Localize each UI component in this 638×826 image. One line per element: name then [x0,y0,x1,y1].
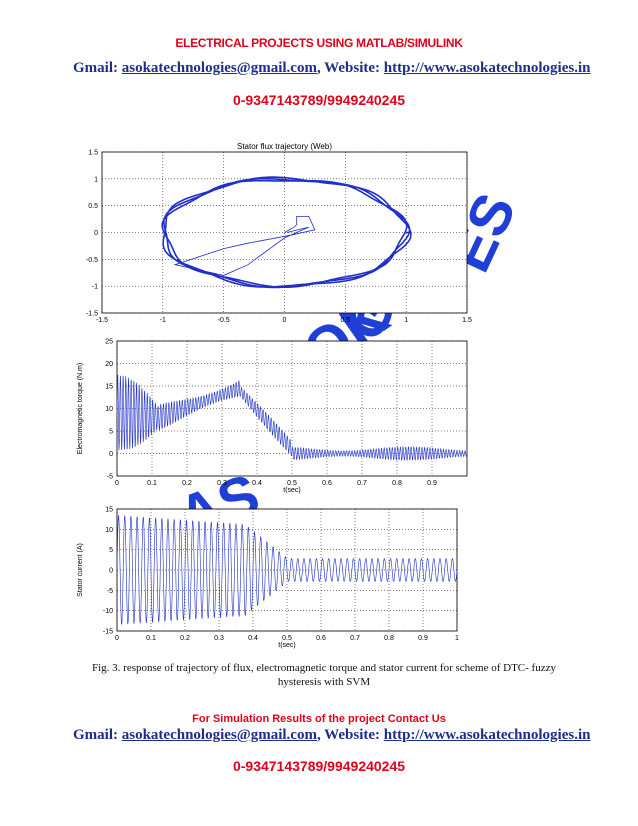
flux-trajectory-chart: -1.5 -1 -0.5 0 0.5 1 1.5 1.5 1 0.5 0 -0.5 -1 -1.5 Stat… [72,138,472,324]
x-tick-label: 0.2 [180,635,190,642]
x-tick-label: 0 [115,480,119,487]
x-tick-label: 0.5 [340,317,350,324]
x-tick-label: 0.7 [357,480,367,487]
x-tick-label: 0.9 [418,635,428,642]
footer-contact-line: Gmail: asokatechnologies@gmail.com, Webs… [73,727,633,744]
footer-website-label: , Website: [316,727,381,743]
y-tick-label: 5 [109,429,113,436]
y-tick-label: 1.5 [88,150,98,157]
y-tick-label: 5 [109,547,113,554]
y-axis-label: Stator current (A) [77,543,84,597]
y-tick-label: 1 [94,176,98,183]
x-tick-label: 0.8 [392,480,402,487]
x-tick-label: 0.4 [252,480,262,487]
x-tick-label: 0 [115,635,119,642]
header-contact-line: Gmail: asokatechnologies@gmail.com, Webs… [73,60,633,77]
website-link[interactable]: http://www.asokatechnologies.in [383,60,591,76]
x-tick-label: 0.5 [282,635,292,642]
x-tick-label: 0.2 [182,480,192,487]
y-tick-label: 10 [105,406,113,413]
y-tick-label: 0 [94,230,98,237]
header-phone: 0-9347143789/9949240245 [232,92,406,108]
x-tick-label: 0.1 [146,635,156,642]
x-axis-label: t(sec) [278,642,296,649]
x-tick-label: 0.4 [248,635,258,642]
current-chart: 0 0.1 0.2 0.3 0.4 0.5 0.6 0.7 0.8 0.9 1 15 10 5 0 -5 -10… [72,503,472,653]
x-tick-label: -1.5 [96,317,108,324]
x-tick-label: 0.6 [322,480,332,487]
x-tick-label: 0.8 [384,635,394,642]
x-tick-label: 0.3 [214,635,224,642]
x-tick-label: -1 [160,317,166,324]
x-tick-label: 1.5 [462,317,472,324]
y-tick-label: 0 [109,451,113,458]
footer-website-link[interactable]: http://www.asokatechnologies.in [383,727,591,743]
x-tick-label: 0.6 [316,635,326,642]
flux-trajectory-svg: -1.5 -1 -0.5 0 0.5 1 1.5 1.5 1 0.5 0 -0.5 -1 -1.5 Stat… [86,142,472,324]
x-axis-label: t(sec) [283,487,301,494]
caption-line-1: Fig. 3. response of trajectory of flux, … [92,662,556,674]
y-tick-label: 10 [105,527,113,534]
header-title: ELECTRICAL PROJECTS USING MATLAB/SIMULIN… [175,36,463,50]
chart-title: Stator flux trajectory (Web) [237,142,332,151]
y-tick-label: -5 [107,474,113,481]
x-tick-label: -0.5 [218,317,230,324]
footer-email-link[interactable]: asokatechnologies@gmail.com [121,727,317,743]
current-line [116,515,458,625]
website-label: , Website: [316,60,381,76]
gmail-label: Gmail: [73,60,118,76]
caption-line-2: hysteresis with SVM [277,676,371,688]
torque-line [116,374,468,462]
flux-startup-line [173,216,316,276]
footer-phone: 0-9347143789/9949240245 [232,758,406,774]
figure-caption: Fig. 3. response of trajectory of flux, … [64,661,584,689]
y-tick-label: 20 [105,361,113,368]
current-svg: 0 0.1 0.2 0.3 0.4 0.5 0.6 0.7 0.8 0.9 1 15 10 5 0 -5 -10… [77,507,459,650]
x-tick-label: 1 [455,635,459,642]
y-tick-label: -1.5 [86,311,98,318]
y-tick-label: -1 [92,284,98,291]
y-tick-label: 15 [105,507,113,514]
y-tick-label: -10 [103,608,113,615]
y-tick-label: 15 [105,384,113,391]
x-tick-label: 0.3 [217,480,227,487]
x-tick-label: 0.7 [350,635,360,642]
contact-us-text: For Simulation Results of the project Co… [192,713,446,725]
y-tick-label: -0.5 [86,257,98,264]
y-tick-label: -15 [103,629,113,636]
x-tick-label: 0.9 [427,480,437,487]
y-tick-label: 0.5 [88,203,98,210]
torque-chart: 0 0.1 0.2 0.3 0.4 0.5 0.6 0.7 0.8 0.9 25 20 15 10 5 0 -5… [72,333,472,494]
x-tick-label: 1 [404,317,408,324]
y-tick-label: -5 [107,588,113,595]
y-axis-label: Electromagnetic torque (N.m) [77,363,84,454]
y-tick-label: 25 [105,339,113,346]
footer-gmail-label: Gmail: [73,727,118,743]
flux-circle-line [161,176,412,289]
x-tick-label: 0 [283,317,287,324]
y-tick-label: 0 [109,568,113,575]
x-tick-label: 0.5 [287,480,297,487]
x-tick-label: 0.1 [147,480,157,487]
email-link[interactable]: asokatechnologies@gmail.com [121,60,317,76]
torque-svg: 0 0.1 0.2 0.3 0.4 0.5 0.6 0.7 0.8 0.92520151050-5… [77,339,468,494]
